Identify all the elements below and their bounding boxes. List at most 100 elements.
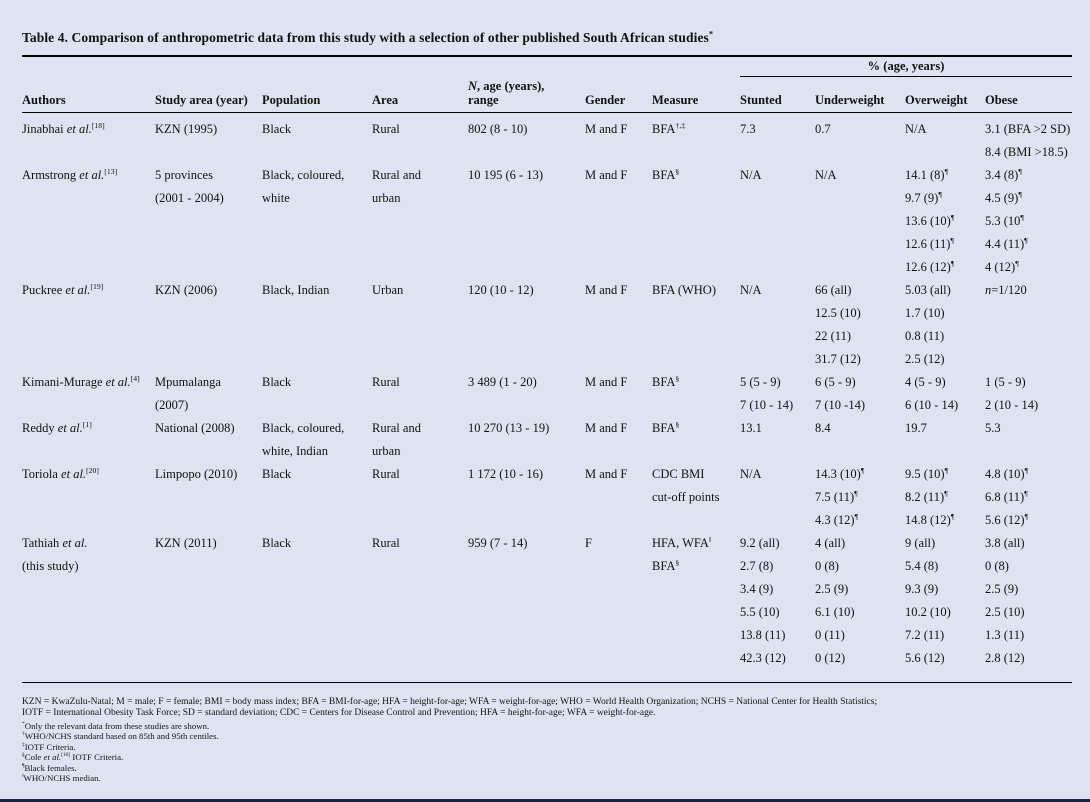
cell-line: M and F	[585, 374, 628, 389]
cell-line: Rural and	[372, 420, 421, 435]
cell-overweight: 5.03 (all) 1.7 (10) 0.8 (11) 2.5 (12)	[905, 279, 985, 371]
table-header: % (age, years) Authors Study area (year) P…	[22, 56, 1073, 113]
cell-line: Black, Indian	[262, 282, 330, 297]
cell-stunted: N/A	[740, 279, 815, 371]
cell-line: Puckree et al.[19]	[22, 281, 104, 297]
cell-line: 1 172 (10 - 16)	[468, 466, 543, 481]
cell-line: 8.4	[815, 420, 831, 435]
cell-obese: n=1/120	[985, 279, 1072, 371]
cell-line: 4.8 (10)¶	[985, 465, 1029, 481]
cell-population: Black, Indian	[262, 279, 372, 371]
footnote-line: ‖WHO/NCHS median.	[22, 773, 101, 783]
cell-line: KZN (2006)	[155, 282, 218, 297]
cell-gender: M and F	[585, 417, 652, 463]
cell-line: Mpumalanga	[155, 374, 221, 389]
cell-overweight: 4 (5 - 9) 6 (10 - 14)	[905, 371, 985, 417]
cell-authors: Armstrong et al.[13]	[22, 164, 155, 279]
cell-line: 0 (8)	[985, 558, 1009, 573]
cell-line: 120 (10 - 12)	[468, 282, 534, 297]
cell-population: Black	[262, 371, 372, 417]
cell-line: 1.3 (11)	[985, 627, 1025, 642]
cell-study_area: KZN (2011)	[155, 531, 262, 683]
cell-line: urban	[372, 443, 401, 458]
cell-line: 12.6 (12)¶	[905, 258, 955, 274]
cell-line: 2.5 (12)	[905, 351, 945, 366]
cell-line: Rural	[372, 466, 400, 481]
cell-line: Kimani-Murage et al.[4]	[22, 373, 140, 389]
cell-stunted: 13.1	[740, 417, 815, 463]
cell-line: 2.8 (12)	[985, 650, 1025, 665]
cell-line: BFA§	[652, 373, 680, 389]
cell-underweight: 14.3 (10)¶ 7.5 (11)¶ 4.3 (12)¶	[815, 463, 905, 532]
cell-line: 5.6 (12)	[905, 650, 945, 665]
span-header-spacer	[22, 56, 740, 77]
cell-line: 6.1 (10)	[815, 604, 855, 619]
cell-line: Rural	[372, 374, 400, 389]
column-header-population: Population	[262, 76, 372, 113]
cell-line: M and F	[585, 121, 628, 136]
cell-line: 14.3 (10)¶	[815, 465, 865, 481]
abbreviation-line: KZN = KwaZulu-Natal; M = male; F = femal…	[22, 696, 878, 707]
cell-line: white, Indian	[262, 443, 328, 458]
cell-overweight: 9.5 (10)¶ 8.2 (11)¶ 14.8 (12)¶	[905, 463, 985, 532]
cell-line: M and F	[585, 167, 628, 182]
column-header-measure: Measure	[652, 76, 740, 113]
cell-overweight: 9 (all) 5.4 (8) 9.3 (9) 10.2 (10) 7.2 (11) 5.…	[905, 531, 985, 683]
cell-line: F	[585, 535, 592, 550]
cell-line: National (2008)	[155, 420, 235, 435]
cell-study_area: KZN (1995)	[155, 112, 262, 164]
cell-line: 2.7 (8)	[740, 558, 774, 573]
cell-line: 7 (10 - 14)	[740, 397, 794, 412]
cell-line: Armstrong et al.[13]	[22, 166, 118, 182]
footnote-line: §Cole et al.[16] IOTF Criteria.	[22, 752, 124, 762]
study-row: Kimani-Murage et al.[4] Mpumalanga (2007) B…	[22, 371, 1072, 417]
cell-line: Black, coloured,	[262, 167, 345, 182]
cell-line: 5.6 (12)¶	[985, 511, 1029, 527]
cell-gender: M and F	[585, 112, 652, 164]
cell-line: 0 (8)	[815, 558, 839, 573]
cell-line: white	[262, 190, 290, 205]
cell-line: N/A	[740, 167, 762, 182]
study-row: Tathiah et al. (this study) KZN (2011) Blac…	[22, 531, 1073, 683]
cell-population: Black	[262, 531, 372, 683]
cell-measure: CDC BMI cut-off points	[652, 463, 740, 532]
cell-line: 2.5 (9)	[815, 581, 849, 596]
cell-line: 8.2 (11)¶	[905, 488, 948, 504]
cell-authors: Toriola et al.[20]	[22, 463, 155, 532]
cell-line: urban	[372, 190, 401, 205]
cell-authors: Kimani-Murage et al.[4]	[22, 371, 155, 417]
anthropometric-comparison-table: % (age, years) Authors Study area (year) P…	[22, 55, 1073, 683]
cell-line: CDC BMI	[652, 466, 705, 481]
cell-line: 4 (12)¶	[985, 258, 1019, 274]
cell-line: 7.3	[740, 121, 756, 136]
cell-line: 2.5 (9)	[985, 581, 1019, 596]
cell-population: Black, coloured, white, Indian	[262, 417, 372, 463]
cell-line: M and F	[585, 282, 628, 297]
cell-study_area: Mpumalanga (2007)	[155, 371, 262, 417]
cell-line: BFA†,‡	[652, 120, 686, 136]
cell-line: 9.2 (all)	[740, 535, 780, 550]
cell-line: 5.4 (8)	[905, 558, 939, 573]
cell-line: 9.5 (10)¶	[905, 465, 949, 481]
cell-line: 3.1 (BFA >2 SD)	[985, 121, 1071, 136]
cell-measure: BFA†,‡	[652, 112, 740, 164]
cell-line: 66 (all)	[815, 282, 852, 297]
span-header-row: % (age, years)	[22, 56, 1073, 77]
cell-line: 1.7 (10)	[905, 305, 945, 320]
cell-line: 13.6 (10)¶	[905, 212, 955, 228]
cell-area: Rural	[372, 463, 468, 532]
cell-obese: 5.3	[985, 417, 1072, 463]
study-row: Reddy et al.[1] National (2008) Black, col…	[22, 417, 1072, 463]
study-row: Armstrong et al.[13] 5 provinces (2001 - 2…	[22, 164, 1072, 279]
cell-measure: BFA§	[652, 164, 740, 279]
cell-line: M and F	[585, 466, 628, 481]
column-header-overweight: Overweight	[905, 76, 985, 113]
cell-underweight: 6 (5 - 9) 7 (10 -14)	[815, 371, 905, 417]
cell-population: Black, coloured, white	[262, 164, 372, 279]
cell-gender: M and F	[585, 279, 652, 371]
column-header-authors: Authors	[22, 76, 155, 113]
study-row: Jinabhai et al.[18] KZN (1995) Black Rural 8…	[22, 112, 1072, 164]
cell-line: 10 270 (13 - 19)	[468, 420, 550, 435]
cell-line: 10 195 (6 - 13)	[468, 167, 543, 182]
column-header-area: Area	[372, 76, 468, 113]
